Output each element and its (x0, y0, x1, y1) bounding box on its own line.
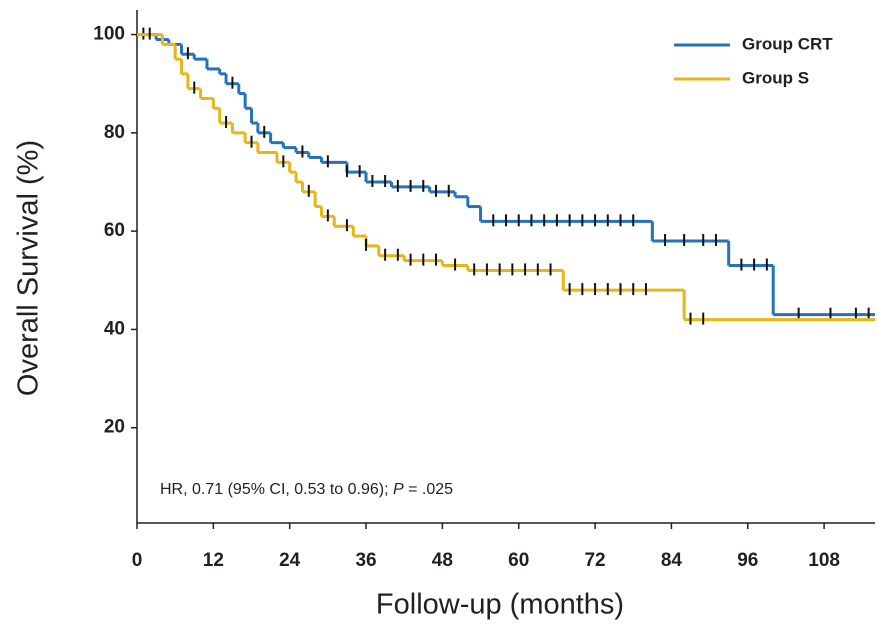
y-tick-label: 60 (104, 220, 125, 241)
y-tick-label: 80 (104, 122, 125, 143)
x-tick-label: 108 (808, 550, 840, 571)
annotation-text: HR, 0.71 (95% CI, 0.53 to 0.96); (160, 481, 393, 498)
x-tick-label: 12 (203, 550, 224, 571)
x-tick-label: 36 (355, 550, 376, 571)
x-tick-label: 0 (132, 550, 143, 571)
x-tick-label: 60 (508, 550, 529, 571)
y-tick-label: 100 (93, 24, 125, 45)
x-tick-label: 24 (279, 550, 301, 571)
x-axis-title: Follow-up (months) (376, 589, 624, 621)
y-tick-label: 20 (104, 417, 125, 438)
annotation-text: P (393, 481, 404, 498)
x-tick-label: 96 (737, 550, 758, 571)
y-axis-title: Overall Survival (%) (13, 140, 45, 396)
x-tick-label: 72 (584, 550, 605, 571)
x-tick-label: 84 (661, 550, 683, 571)
x-tick-label: 48 (432, 550, 453, 571)
annotation: HR, 0.71 (95% CI, 0.53 to 0.96); P = .02… (160, 481, 453, 498)
y-tick-label: 40 (104, 318, 125, 339)
legend-label: Group CRT (742, 34, 833, 53)
legend-label: Group S (742, 68, 809, 87)
annotation-text: = .025 (404, 481, 453, 498)
